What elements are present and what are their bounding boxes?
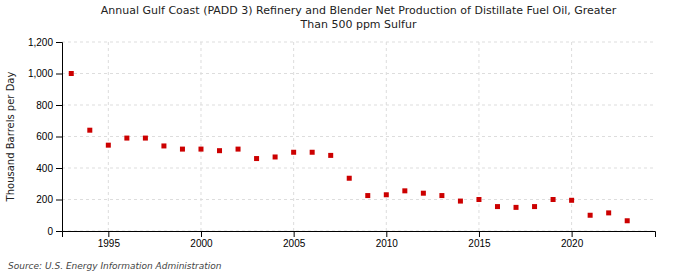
- point: [124, 136, 129, 141]
- y-axis-tick-mark: [56, 137, 62, 138]
- x-axis-line: [63, 232, 656, 238]
- point: [606, 210, 611, 215]
- point: [236, 147, 241, 152]
- y-axis-tick: 400: [36, 163, 62, 174]
- title-line: Than 500 ppm Sulfur: [300, 18, 417, 31]
- point: [514, 205, 519, 210]
- point: [532, 204, 537, 209]
- x-axis-tick: 1995: [98, 231, 121, 249]
- point: [495, 204, 500, 209]
- y-axis-tick-mark: [56, 105, 62, 106]
- y-axis-tick-mark: [56, 42, 62, 43]
- y-axis-tick-label: 1,000: [28, 68, 53, 79]
- y-axis-tick-label: 800: [36, 100, 53, 111]
- point: [161, 143, 166, 148]
- point: [384, 192, 389, 197]
- x-axis-tick-mark: [201, 231, 202, 237]
- point: [273, 154, 278, 159]
- point: [143, 136, 148, 141]
- y-axis-tick: 800: [36, 100, 62, 111]
- grid-line-y: [62, 105, 655, 106]
- point: [87, 128, 92, 133]
- point: [69, 71, 74, 76]
- y-axis-tick-mark: [56, 74, 62, 75]
- y-axis-tick: 1,000: [28, 68, 62, 79]
- chart: 1995 2000 2005 2010 2015 2020 0 200 400 600 800 1,0…: [0, 0, 675, 275]
- point: [198, 147, 203, 152]
- y-axis-tick-label: 1,200: [28, 37, 53, 48]
- x-axis-tick-mark: [572, 231, 573, 237]
- x-axis-tick: 2010: [376, 231, 399, 249]
- grid: [62, 42, 655, 231]
- x-axis-tick-label: 2015: [468, 238, 491, 249]
- point: [439, 193, 444, 198]
- x-axis-tick-mark: [294, 231, 295, 237]
- x-axis: 1995 2000 2005 2010 2015 2020: [63, 231, 656, 249]
- point: [106, 143, 111, 148]
- y-axis-tick-mark: [56, 231, 62, 232]
- grid-line-y: [62, 136, 655, 137]
- y-axis-tick-mark: [56, 168, 62, 169]
- y-axis-tick: 0: [47, 226, 62, 237]
- x-axis-tick-mark: [479, 231, 480, 237]
- title-line: Annual Gulf Coast (PADD 3) Refinery and …: [101, 4, 617, 17]
- y-axis: 0 200 400 600 800 1,000 1,200: [28, 37, 63, 237]
- x-axis-tick-label: 2005: [283, 238, 306, 249]
- y-axis-line: [56, 43, 63, 232]
- point: [476, 197, 481, 202]
- point: [402, 188, 407, 193]
- point: [291, 150, 296, 155]
- x-axis-tick-mark: [108, 231, 109, 237]
- point: [310, 150, 315, 155]
- grid-line-x: [293, 42, 294, 231]
- grid-line-y: [62, 42, 655, 43]
- y-axis-tick-label: 600: [36, 131, 53, 142]
- y-axis-tick-mark: [56, 200, 62, 201]
- point: [254, 156, 259, 161]
- marks: [69, 71, 630, 223]
- grid-line-y: [62, 168, 655, 169]
- x-axis-tick-label: 2010: [376, 238, 399, 249]
- source-note: Source: U.S. Energy Information Administ…: [8, 261, 222, 271]
- x-axis-tick-label: 2000: [190, 238, 213, 249]
- point: [365, 193, 370, 198]
- y-axis-tick-label: 400: [36, 163, 53, 174]
- x-axis-tick: 2005: [283, 231, 306, 249]
- x-axis-tick: 2020: [561, 231, 584, 249]
- title: Annual Gulf Coast (PADD 3) Refinery and …: [101, 4, 617, 31]
- grid-line-y: [62, 199, 655, 200]
- y-axis-tick: 200: [36, 194, 62, 205]
- y-axis-tick: 600: [36, 131, 62, 142]
- point: [421, 191, 426, 196]
- point: [625, 218, 630, 223]
- point: [588, 213, 593, 218]
- plot: 1995 2000 2005 2010 2015 2020 0 200 400 600 800 1,0…: [28, 37, 656, 249]
- x-axis-tick: 2015: [468, 231, 491, 249]
- point: [328, 153, 333, 158]
- x-axis-tick-label: 1995: [98, 238, 121, 249]
- x-axis-tick-mark: [386, 231, 387, 237]
- x-axis-tick-label: 2020: [561, 238, 584, 249]
- point: [180, 147, 185, 152]
- point: [569, 198, 574, 203]
- point: [551, 197, 556, 202]
- point: [458, 199, 463, 204]
- grid-line-x: [108, 42, 109, 231]
- point: [347, 176, 352, 181]
- y-axis-tick-label: 200: [36, 194, 53, 205]
- x-axis-tick: 2000: [190, 231, 213, 249]
- y-axis-title: Thousand Barrels per Day: [5, 72, 16, 203]
- y-axis-tick: 1,200: [28, 37, 62, 48]
- point: [217, 148, 222, 153]
- y-axis-tick-label: 0: [47, 226, 53, 237]
- grid-line-y: [62, 73, 655, 74]
